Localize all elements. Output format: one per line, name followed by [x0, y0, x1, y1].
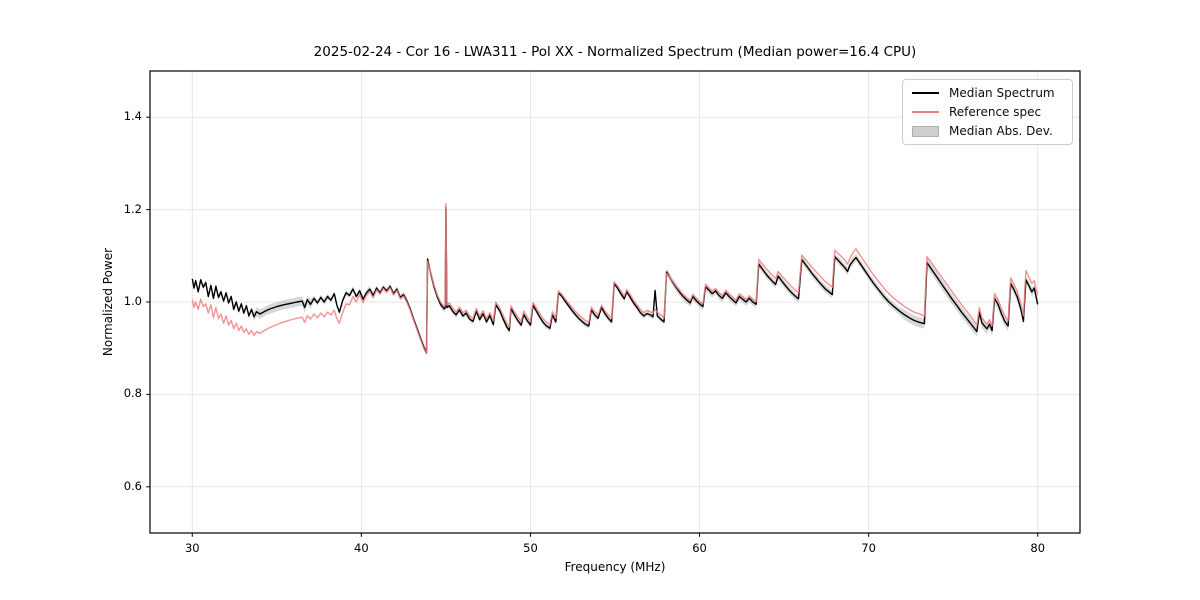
x-axis-label: Frequency (MHz): [564, 560, 666, 574]
x-tick-label: 40: [354, 541, 369, 555]
legend-label: Reference spec: [949, 104, 1042, 119]
x-tick-label: 80: [1030, 541, 1046, 555]
legend-label: Median Abs. Dev.: [949, 124, 1053, 139]
y-tick-label: 1.0: [123, 294, 142, 308]
x-tick-label: 50: [523, 541, 538, 555]
legend-item: Reference spec: [912, 105, 1063, 119]
x-tick-label: 70: [861, 541, 876, 555]
legend-item: Median Spectrum: [912, 86, 1063, 100]
x-tick-label: 60: [692, 541, 707, 555]
legend-item: Median Abs. Dev.: [912, 124, 1063, 138]
reference-spec-line: [191, 202, 1039, 355]
legend-patch-swatch: [912, 125, 939, 137]
legend-label: Median Spectrum: [949, 85, 1055, 100]
legend-line-swatch: [912, 91, 939, 94]
mad-band: [192, 204, 1038, 356]
y-tick-label: 1.4: [123, 109, 142, 124]
legend: Median Spectrum Reference spec Median Abs.…: [902, 79, 1073, 145]
y-tick-label: 0.8: [123, 386, 142, 401]
y-tick-label: 1.2: [123, 201, 142, 216]
chart-title: 2025-02-24 - Cor 16 - LWA311 - Pol XX - …: [313, 44, 917, 60]
y-tick-label: 0.6: [123, 478, 142, 493]
median-spectrum-line: [191, 206, 1039, 354]
legend-line-swatch: [912, 110, 939, 113]
x-tick-label: 30: [184, 541, 200, 555]
